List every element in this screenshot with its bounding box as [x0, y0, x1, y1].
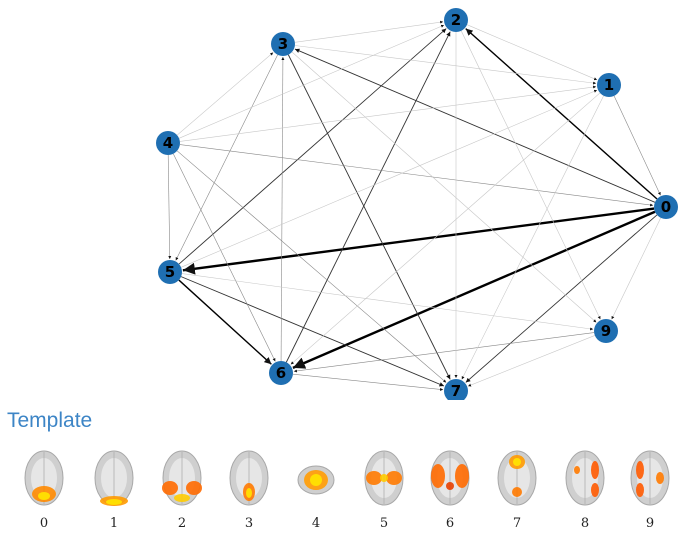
- node-label: 2: [451, 11, 461, 29]
- brain-label-8: 8: [580, 516, 590, 531]
- node-label: 1: [604, 76, 614, 94]
- brain-thumbnail-7: [497, 450, 537, 506]
- node-circle: [269, 361, 293, 385]
- node-3[interactable]: 3: [271, 32, 295, 56]
- edge-3-7: [287, 54, 451, 380]
- node-2[interactable]: 2: [444, 8, 468, 32]
- node-circle: [597, 73, 621, 97]
- node-9[interactable]: 9: [594, 319, 618, 343]
- edge-9-7: [467, 335, 595, 387]
- edge-3-9: [291, 51, 597, 323]
- node-1[interactable]: 1: [597, 73, 621, 97]
- edge-4-3: [176, 52, 274, 136]
- brain-label-3: 3: [244, 516, 254, 531]
- node-label: 0: [661, 198, 671, 216]
- template-brain-strip: 0 1 2 3 4 5 6 7 8 9: [0, 448, 678, 544]
- node-label: 5: [165, 263, 175, 281]
- edge-0-7: [465, 214, 658, 383]
- node-circle: [158, 260, 182, 284]
- edge-5-1: [180, 89, 598, 268]
- node-label: 3: [278, 35, 288, 53]
- edge-0-3: [294, 48, 656, 203]
- brain-thumbnail-6: [430, 450, 470, 506]
- edge-3-2: [294, 20, 444, 43]
- node-7[interactable]: 7: [444, 379, 468, 400]
- network-graph: 0 1 2 3 4 5 6 7 9: [156, 8, 678, 400]
- edge-3-1: [294, 45, 597, 85]
- edge-1-7: [461, 95, 604, 380]
- edge-6-2: [285, 31, 451, 363]
- nodes-layer: 0 1 2 3 4 5 6 7 9: [156, 8, 678, 400]
- edge-5-9: [181, 273, 594, 331]
- edge-6-3: [280, 56, 285, 362]
- edge-0-5: [182, 207, 655, 275]
- brain-thumbnail-9: [630, 450, 670, 506]
- edge-9-6: [293, 332, 595, 373]
- edge-5-2: [178, 28, 447, 265]
- edge-4-0: [179, 144, 654, 207]
- node-6[interactable]: 6: [269, 361, 293, 385]
- node-circle: [444, 379, 468, 400]
- brain-label-2: 2: [177, 516, 187, 531]
- node-label: 4: [163, 134, 173, 152]
- node-circle: [156, 131, 180, 155]
- node-label: 6: [276, 364, 286, 382]
- brain-label-5: 5: [379, 516, 389, 531]
- brain-thumbnail-4: [297, 465, 335, 495]
- edge-4-7: [176, 150, 447, 383]
- edge-3-5: [175, 54, 278, 261]
- edge-2-9: [460, 30, 601, 320]
- edge-4-2: [178, 24, 445, 139]
- brain-thumbnail-5: [364, 450, 404, 506]
- edge-0-9: [611, 217, 662, 320]
- edge-2-1: [466, 24, 598, 81]
- brain-label-7: 7: [512, 516, 522, 531]
- edge-0-2: [465, 28, 658, 200]
- edge-5-7: [180, 276, 445, 387]
- brain-label-6: 6: [445, 516, 455, 531]
- template-heading: Template: [7, 409, 93, 432]
- node-0[interactable]: 0: [654, 195, 678, 219]
- edge-5-6: [178, 279, 272, 365]
- brain-label-9: 9: [645, 516, 655, 531]
- node-label: 9: [601, 322, 611, 340]
- brain-label-0: 0: [39, 516, 49, 531]
- edge-4-5: [167, 154, 172, 260]
- edges-layer: [167, 20, 662, 391]
- edge-1-0: [613, 95, 661, 196]
- node-5[interactable]: 5: [158, 260, 182, 284]
- brain-thumbnail-3: [229, 450, 269, 506]
- brain-label-4: 4: [311, 516, 321, 531]
- edge-0-6: [292, 210, 656, 369]
- brain-label-1: 1: [109, 516, 119, 531]
- edge-4-1: [179, 85, 597, 142]
- node-circle: [594, 319, 618, 343]
- brain-thumbnail-8: [565, 450, 605, 506]
- node-4[interactable]: 4: [156, 131, 180, 155]
- node-label: 7: [451, 382, 461, 400]
- brain-thumbnail-0: [24, 450, 64, 506]
- node-circle: [271, 32, 295, 56]
- brain-thumbnail-2: [162, 450, 202, 506]
- edge-4-6: [173, 153, 276, 362]
- node-circle: [444, 8, 468, 32]
- edge-6-7: [292, 373, 444, 391]
- node-circle: [654, 195, 678, 219]
- brain-thumbnail-1: [94, 450, 134, 506]
- edge-1-6: [290, 92, 601, 365]
